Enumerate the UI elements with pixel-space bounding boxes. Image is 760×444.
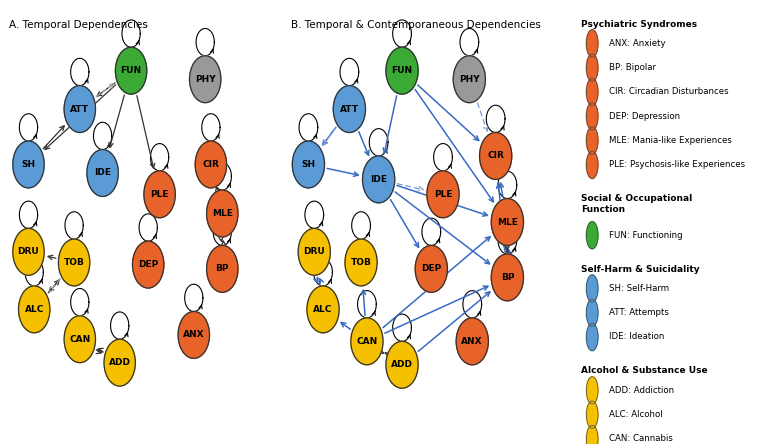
Circle shape (587, 425, 598, 444)
Circle shape (386, 47, 418, 94)
Text: CAN: CAN (69, 335, 90, 344)
Circle shape (587, 275, 598, 302)
Text: DEP: DEP (421, 264, 442, 274)
Circle shape (116, 47, 147, 94)
Text: IDE: IDE (370, 175, 387, 184)
Text: SH: Self-Harm: SH: Self-Harm (609, 284, 669, 293)
Text: CAN: CAN (356, 337, 378, 346)
Circle shape (334, 86, 366, 132)
Text: DRU: DRU (17, 247, 40, 256)
Text: MLE: MLE (212, 209, 233, 218)
Text: Psychiatric Syndromes: Psychiatric Syndromes (581, 20, 698, 28)
Circle shape (587, 54, 598, 81)
Circle shape (87, 150, 119, 196)
Circle shape (415, 246, 448, 292)
Text: BP: Bipolar: BP: Bipolar (609, 63, 656, 72)
Text: BP: BP (216, 264, 229, 274)
Text: FUN: FUN (121, 66, 141, 75)
Circle shape (587, 222, 598, 249)
Text: IDE: IDE (94, 168, 111, 178)
Text: DEP: Depression: DEP: Depression (609, 111, 679, 121)
Circle shape (587, 127, 598, 154)
Circle shape (207, 246, 238, 292)
Circle shape (307, 286, 339, 333)
Text: PLE: PLE (150, 190, 169, 199)
Text: PHY: PHY (195, 75, 216, 84)
Circle shape (587, 30, 598, 57)
Text: SH: SH (21, 160, 36, 169)
Text: CIR: CIR (487, 151, 504, 160)
Text: TOB: TOB (350, 258, 372, 267)
Circle shape (351, 318, 383, 365)
Text: ADD: Addiction: ADD: Addiction (609, 386, 673, 395)
Text: DRU: DRU (303, 247, 325, 256)
Circle shape (13, 141, 44, 188)
Circle shape (64, 316, 96, 363)
Text: PLE: Psychosis-like Experiences: PLE: Psychosis-like Experiences (609, 160, 745, 169)
Text: ATT: ATT (71, 104, 90, 114)
Text: ATT: ATT (340, 104, 359, 114)
Circle shape (480, 132, 511, 179)
Circle shape (293, 141, 325, 188)
Text: CAN: Cannabis: CAN: Cannabis (609, 434, 673, 443)
Text: Social & Occupational
Function: Social & Occupational Function (581, 194, 692, 214)
Text: ADD: ADD (109, 358, 131, 367)
Text: ALC: ALC (313, 305, 333, 314)
Circle shape (189, 56, 221, 103)
Circle shape (345, 239, 377, 286)
Text: ADD: ADD (391, 360, 413, 369)
Text: FUN: FUN (391, 66, 413, 75)
Circle shape (386, 341, 418, 388)
Text: ALC: Alcohol: ALC: Alcohol (609, 410, 662, 419)
Circle shape (427, 171, 459, 218)
Circle shape (132, 241, 164, 288)
Text: Self-Harm & Suicidality: Self-Harm & Suicidality (581, 265, 700, 274)
Circle shape (453, 56, 486, 103)
Text: B. Temporal & Contemporaneous Dependencies: B. Temporal & Contemporaneous Dependenci… (291, 20, 540, 30)
Text: MLE: Mania-like Experiences: MLE: Mania-like Experiences (609, 136, 731, 145)
Circle shape (64, 86, 96, 132)
Text: ANX: ANX (183, 330, 204, 340)
Circle shape (587, 323, 598, 351)
Text: DEP: DEP (138, 260, 158, 269)
Circle shape (13, 228, 44, 275)
Circle shape (178, 312, 210, 358)
Text: TOB: TOB (64, 258, 84, 267)
Text: PLE: PLE (434, 190, 452, 199)
Text: ANX: ANX (461, 337, 483, 346)
Text: SH: SH (302, 160, 315, 169)
Text: ATT: Attempts: ATT: Attempts (609, 308, 669, 317)
Text: BP: BP (501, 273, 514, 282)
Circle shape (18, 286, 50, 333)
Text: Alcohol & Substance Use: Alcohol & Substance Use (581, 366, 708, 376)
Circle shape (363, 156, 394, 203)
Circle shape (587, 151, 598, 178)
Text: ANX: Anxiety: ANX: Anxiety (609, 39, 665, 48)
Circle shape (587, 299, 598, 326)
Circle shape (587, 103, 598, 130)
Circle shape (298, 228, 331, 275)
Text: IDE: Ideation: IDE: Ideation (609, 333, 664, 341)
Text: PHY: PHY (459, 75, 480, 84)
Circle shape (195, 141, 226, 188)
Text: CIR: CIR (202, 160, 220, 169)
Circle shape (207, 190, 238, 237)
Circle shape (456, 318, 489, 365)
Text: ALC: ALC (24, 305, 44, 314)
Text: FUN: Functioning: FUN: Functioning (609, 230, 682, 239)
Text: A. Temporal Dependencies: A. Temporal Dependencies (8, 20, 147, 30)
Circle shape (587, 377, 598, 404)
Circle shape (104, 339, 135, 386)
Circle shape (144, 171, 176, 218)
Text: CIR: Circadian Disturbances: CIR: Circadian Disturbances (609, 87, 728, 96)
Circle shape (587, 401, 598, 428)
Circle shape (491, 254, 524, 301)
Circle shape (491, 198, 524, 246)
Text: MLE: MLE (497, 218, 518, 226)
Circle shape (587, 78, 598, 106)
Circle shape (59, 239, 90, 286)
